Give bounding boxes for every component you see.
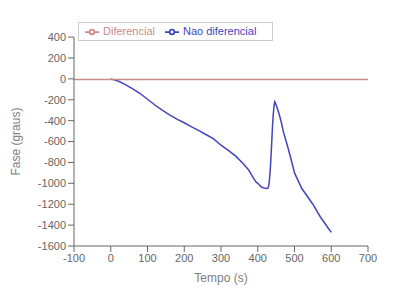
svg-text:-800: -800	[44, 156, 66, 168]
svg-text:500: 500	[285, 252, 303, 264]
svg-text:-100: -100	[63, 252, 85, 264]
svg-text:Fase (graus): Fase (graus)	[9, 108, 23, 176]
svg-text:400: 400	[249, 252, 267, 264]
svg-text:300: 300	[212, 252, 230, 264]
svg-text:700: 700	[359, 252, 377, 264]
svg-text:Tempo (s): Tempo (s)	[194, 271, 247, 285]
svg-text:-400: -400	[44, 115, 66, 127]
svg-text:0: 0	[108, 252, 114, 264]
svg-text:200: 200	[48, 52, 66, 64]
svg-text:-1600: -1600	[38, 240, 66, 252]
svg-text:-1400: -1400	[38, 219, 66, 231]
svg-text:100: 100	[138, 252, 156, 264]
svg-text:600: 600	[322, 252, 340, 264]
svg-text:400: 400	[48, 31, 66, 43]
svg-text:-200: -200	[44, 94, 66, 106]
html-text:Nao diferencial: Nao diferencial	[183, 25, 257, 37]
svg-text:0: 0	[60, 73, 66, 85]
svg-text:-1000: -1000	[38, 177, 66, 189]
svg-text:-1200: -1200	[38, 198, 66, 210]
svg-text:200: 200	[175, 252, 193, 264]
html-text:Diferencial: Diferencial	[103, 25, 155, 37]
svg-text:-600: -600	[44, 135, 66, 147]
